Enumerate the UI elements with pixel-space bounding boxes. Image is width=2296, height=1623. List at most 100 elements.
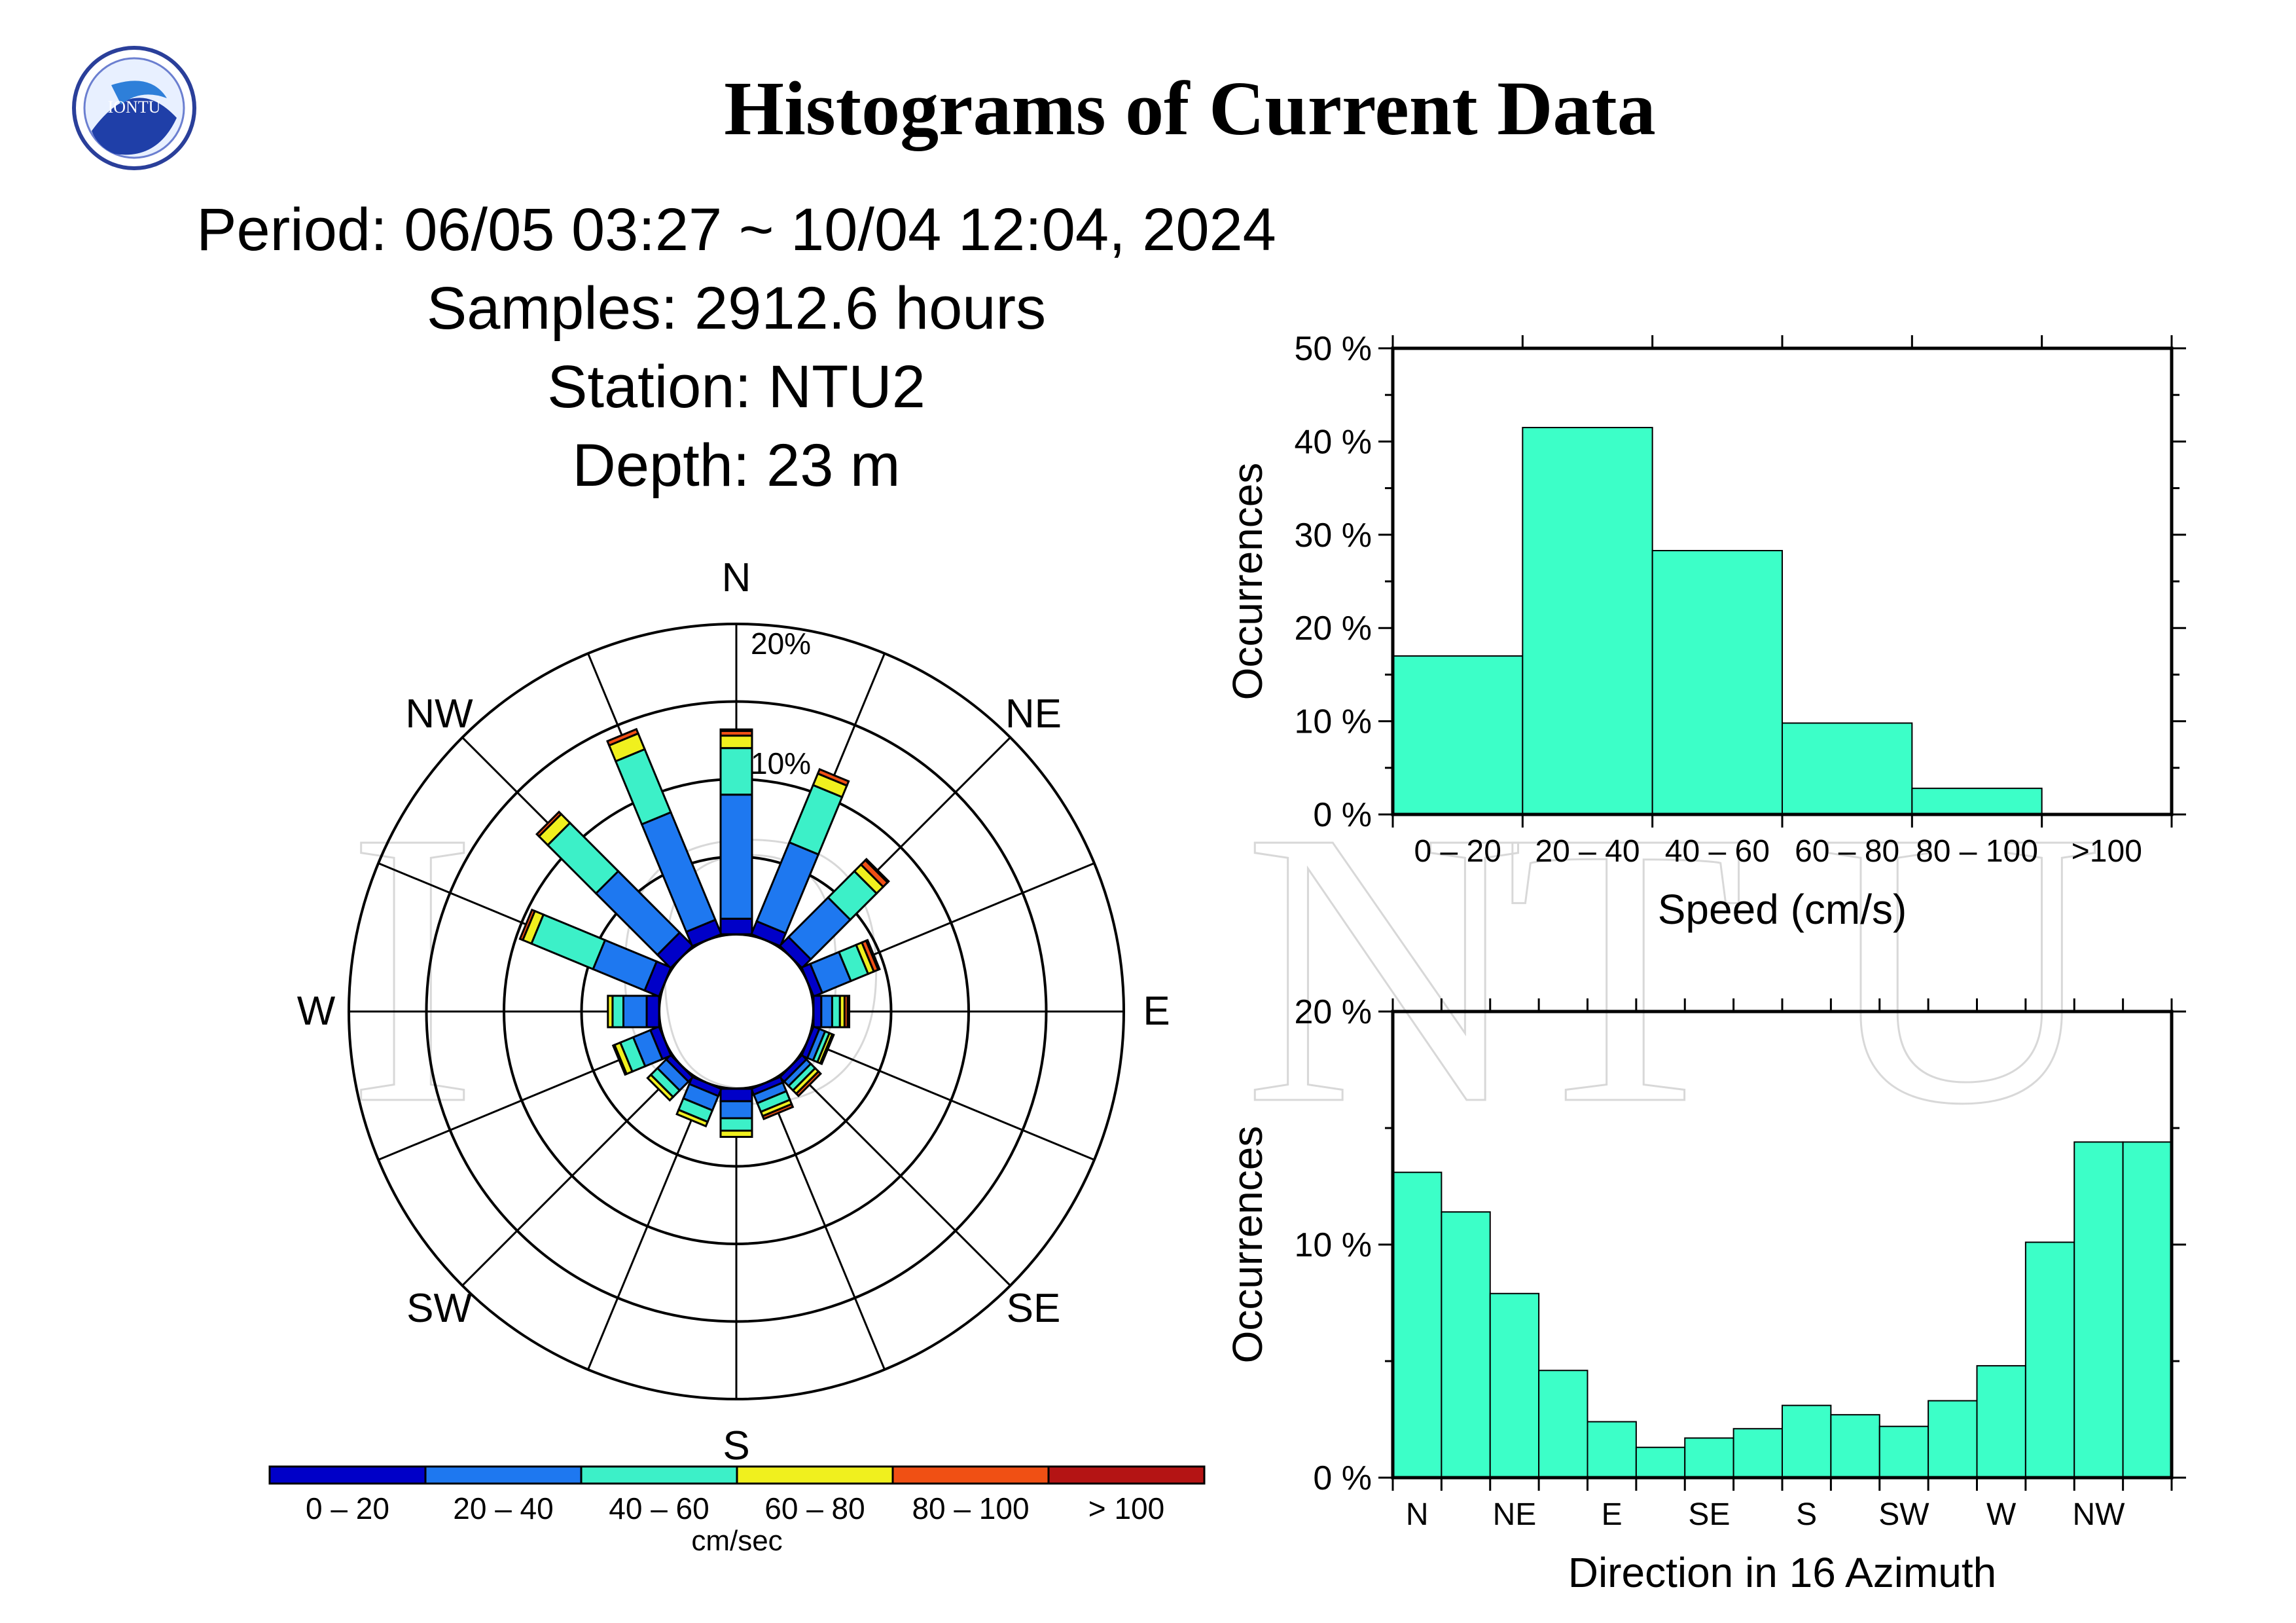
x-tick-label: SE (1688, 1497, 1730, 1532)
page-title: Histograms of Current Data (724, 65, 1655, 151)
rose-bar-segment (795, 1070, 823, 1098)
rose-bar-segment (816, 768, 850, 787)
legend-label: 20 – 40 (453, 1491, 553, 1525)
legend-label: 80 – 100 (912, 1491, 1029, 1525)
rose-bar-segment (719, 1087, 753, 1103)
depth-text: Depth: 23 m (572, 432, 900, 499)
x-tick-label: S (1796, 1497, 1817, 1532)
rose-bar-segment (611, 994, 624, 1029)
legend-swatch (891, 1465, 1050, 1485)
rose-bar-segment (864, 858, 890, 884)
x-tick-label: 40 – 60 (1665, 834, 1770, 869)
rose-direction-label: NW (405, 691, 473, 737)
legend-swatch (736, 1465, 894, 1485)
x-tick-label: N (1406, 1497, 1429, 1532)
legend-label: 60 – 80 (764, 1491, 865, 1525)
histogram-bar (1830, 1413, 1880, 1478)
watermark-letter: U (1820, 750, 2103, 1185)
legend-label: 40 – 60 (609, 1491, 709, 1525)
rose-bar-segment (719, 735, 753, 750)
rose-direction-label: S (723, 1423, 749, 1468)
rose-direction-label: E (1143, 989, 1170, 1034)
rose-spoke (587, 1082, 708, 1370)
y-tick-label: 50 % (1294, 330, 1372, 368)
legend-swatch (268, 1465, 427, 1485)
histogram-bar (1489, 1292, 1540, 1478)
rose-ring-label: 20% (751, 627, 811, 661)
y-tick-label: 10 % (1294, 703, 1372, 741)
x-axis-title: Speed (cm/s) (1658, 886, 1907, 933)
histogram-bar (2024, 1241, 2075, 1478)
y-tick-label: 40 % (1294, 423, 1372, 461)
histogram-bar (2122, 1141, 2172, 1478)
rose-bar-segment (606, 727, 640, 747)
histogram-bar (1732, 1428, 1783, 1478)
legend-label: 0 – 20 (306, 1491, 389, 1525)
legend-unit: cm/sec (691, 1525, 782, 1557)
x-tick-label: NE (1493, 1497, 1537, 1532)
station-text: Station: NTU2 (547, 354, 925, 420)
watermark-letter: I (347, 750, 478, 1185)
x-tick-label: NW (2072, 1497, 2125, 1532)
samples-text: Samples: 2912.6 hours (427, 275, 1046, 342)
rose-direction-label: NE (1005, 691, 1062, 737)
rose-direction-label: SE (1007, 1286, 1061, 1331)
rose-bar-segment (846, 994, 851, 1029)
x-tick-label: 0 – 20 (1414, 834, 1501, 869)
rose-bar-segment (812, 994, 823, 1029)
rose-bar-segment (529, 913, 607, 971)
y-tick-label: 30 % (1294, 517, 1372, 555)
histogram-bar (1878, 1425, 1929, 1478)
histogram-bar (1651, 550, 1784, 815)
histogram-bar (1782, 722, 1913, 815)
histogram-bar (2073, 1141, 2124, 1478)
watermark-letter: N (1244, 750, 1527, 1185)
rose-bar-segment (719, 1100, 753, 1120)
rose-bar-segment (719, 1129, 753, 1138)
rose-bar-segment (622, 994, 648, 1029)
rose-bar-segment (865, 938, 881, 972)
rose-bar-segment (719, 1117, 753, 1132)
speed-color-legend: 0 – 20 20 – 40 40 – 60 60 – 80 80 – 100 > 100… (268, 1465, 1206, 1557)
rose-spoke (764, 1082, 886, 1370)
rose-spoke (461, 1065, 683, 1286)
y-axis-title: Occurrences (1224, 463, 1271, 701)
legend-swatch (424, 1465, 583, 1485)
histogram-bar (1538, 1370, 1588, 1478)
rose-bar-segment (831, 994, 841, 1029)
logo-text: IONTU (108, 98, 161, 117)
legend-swatch (580, 1465, 738, 1485)
current-rose-diagram: N NE E SE S SW W NW 10% 20% (297, 555, 1170, 1468)
rose-spoke (807, 1040, 1095, 1161)
x-tick-label: SW (1878, 1497, 1929, 1532)
rose-direction-label: W (297, 989, 336, 1034)
histogram-bar (1635, 1446, 1686, 1478)
x-axis-title: Direction in 16 Azimuth (1568, 1549, 1997, 1596)
x-tick-label: W (1986, 1497, 2017, 1532)
x-tick-label: 60 – 80 (1795, 834, 1899, 869)
histogram-bar (1392, 1171, 1443, 1478)
rose-bar-segment (675, 1108, 709, 1128)
rose-bar-segment (518, 908, 537, 941)
y-tick-label: 0 % (1313, 1459, 1372, 1497)
x-tick-label: E (1602, 1497, 1623, 1532)
histogram-bar (1928, 1400, 1978, 1479)
iontu-logo: IONTU (72, 46, 196, 170)
histogram-bar (1782, 1404, 1832, 1478)
y-tick-label: 20 % (1294, 993, 1372, 1031)
histogram-bar (1684, 1437, 1734, 1478)
speed-histogram: 0 % 10 % 20 % 30 % 40 % 50 % 0 – 20 20 – 40 40 –… (1224, 330, 2186, 933)
rose-ring-label: 10% (751, 746, 811, 780)
rose-bar-segment (719, 747, 753, 796)
rose-spoke (378, 1040, 666, 1161)
direction-histogram: 0 % 10 % 20 % N NE E SE S SW W NW Direction in 16 A… (1224, 993, 2186, 1596)
rose-bar-segment (611, 1044, 628, 1076)
rose-direction-label: SW (406, 1286, 472, 1331)
rose-bar-segment (719, 917, 753, 936)
rose-bar-segment (645, 994, 660, 1029)
histogram-bar (1441, 1211, 1491, 1479)
rose-spoke (790, 1065, 1011, 1286)
x-tick-label: 80 – 100 (1916, 834, 2038, 869)
histogram-bar (1587, 1421, 1637, 1479)
x-tick-label: >100 (2072, 834, 2142, 869)
